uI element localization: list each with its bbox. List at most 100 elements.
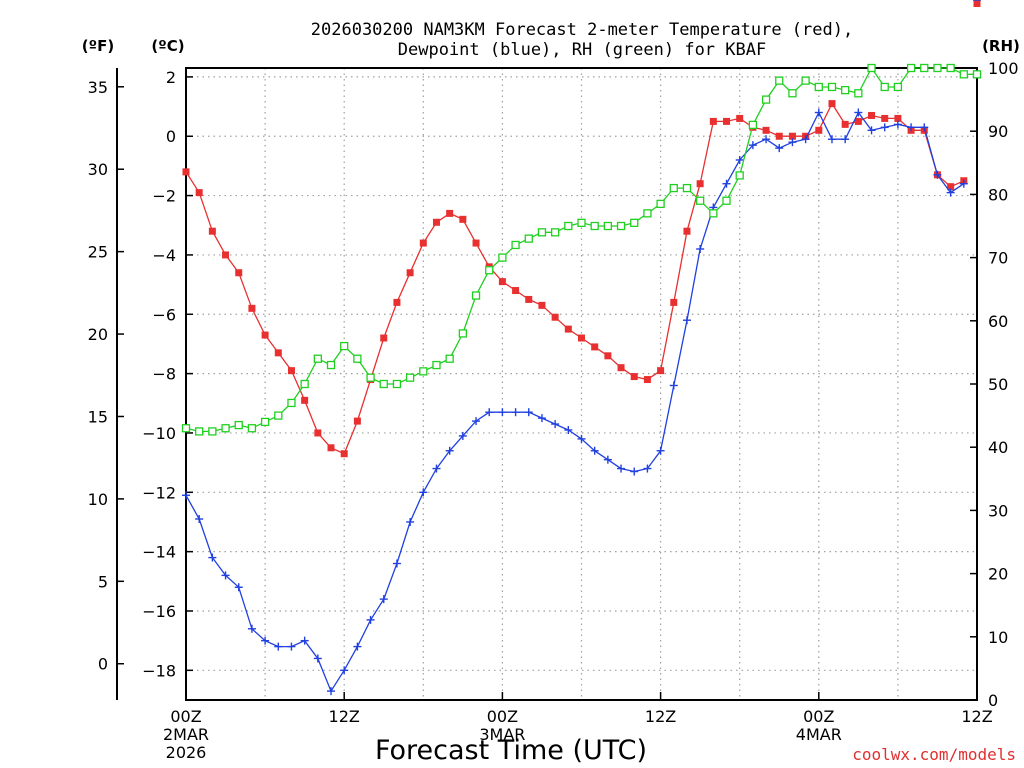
dewpoint-point <box>458 431 467 440</box>
rh-point <box>326 360 336 370</box>
temperature-point <box>512 287 520 295</box>
x-tick-label-time: 12Z <box>645 707 676 726</box>
celsius-unit-label: (ºC) <box>151 37 184 55</box>
dewpoint-point <box>432 464 441 473</box>
celsius-tick-label: −4 <box>152 246 176 265</box>
fahrenheit-tick-label: 0 <box>98 655 108 674</box>
dewpoint-point <box>762 135 771 144</box>
rh-point <box>471 291 481 300</box>
x-tick-label-date: 3MAR <box>479 725 525 744</box>
dewpoint-point <box>827 135 836 144</box>
temperature-point <box>736 114 744 122</box>
rh-point <box>682 183 692 193</box>
dewpoint-point <box>920 123 929 132</box>
dewpoint-point <box>946 188 955 197</box>
rh-point <box>880 82 889 92</box>
rh-point <box>458 329 468 338</box>
temperature-point <box>406 269 414 277</box>
dewpoint-point <box>366 615 375 624</box>
dewpoint-point <box>406 517 415 526</box>
rh-point <box>590 221 599 231</box>
dewpoint-point <box>247 624 256 633</box>
dewpoint-point <box>564 425 573 434</box>
rh-point <box>181 424 191 433</box>
rh-point <box>405 373 415 382</box>
x-tick-label-time: 12Z <box>329 707 360 726</box>
rh-point <box>511 240 520 250</box>
temperature-point <box>525 295 533 303</box>
temperature-point <box>868 111 876 119</box>
dewpoint-point <box>696 244 705 253</box>
fahrenheit-tick-label: 5 <box>98 572 108 591</box>
dewpoint-point <box>472 417 481 426</box>
temperature-point <box>683 227 691 235</box>
rh-point <box>564 221 573 231</box>
fahrenheit-tick-label: 30 <box>88 160 108 179</box>
temperature-point <box>353 417 361 425</box>
temperature-point <box>815 126 823 134</box>
rh-tick-label: 40 <box>988 438 1008 457</box>
rh-point <box>801 76 810 85</box>
rh-tick-label: 60 <box>988 312 1008 331</box>
temperature-point <box>828 100 836 108</box>
rh-point <box>616 221 626 231</box>
temperature-point <box>498 278 506 286</box>
rh-point <box>643 209 652 218</box>
rh-point <box>340 341 349 351</box>
chart-title-line1: 2026030200 NAM3KM Forecast 2-meter Tempe… <box>311 20 853 40</box>
dewpoint-point <box>867 126 876 135</box>
celsius-tick-label: 2 <box>166 68 176 87</box>
series-dewpoint <box>182 0 981 696</box>
temperature-point <box>696 180 704 188</box>
temperature-point <box>235 269 243 277</box>
rh-tick-label: 0 <box>988 691 998 710</box>
rh-point <box>933 63 942 73</box>
temperature-point <box>630 373 638 381</box>
rh-point <box>366 373 375 382</box>
dewpoint-point <box>893 120 902 129</box>
dewpoint-point <box>603 455 612 464</box>
rh-point <box>247 424 257 433</box>
dewpoint-point <box>643 464 652 473</box>
temperature-point <box>775 132 783 140</box>
rh-point <box>630 218 639 227</box>
rh-point <box>577 218 586 227</box>
temperature-point <box>723 117 731 125</box>
temperature-point <box>617 364 625 372</box>
temperature-point <box>182 168 190 176</box>
x-axis-label: Forecast Time (UTC) <box>375 735 647 766</box>
dewpoint-point <box>801 135 810 144</box>
rh-point <box>920 63 929 73</box>
rh-tick-label: 90 <box>988 122 1008 141</box>
fahrenheit-tick-label: 15 <box>88 407 108 426</box>
temperature-point <box>301 396 309 404</box>
dewpoint-point <box>775 144 784 153</box>
rh-point <box>748 120 758 130</box>
rh-tick-label: 80 <box>988 185 1008 204</box>
temperature-point <box>287 367 295 375</box>
rh-point <box>379 379 388 389</box>
data-series <box>181 0 982 696</box>
rh-point <box>709 209 718 218</box>
dewpoint-point <box>537 414 546 423</box>
rh-point <box>524 234 533 243</box>
rh-point <box>841 85 850 95</box>
temperature-point <box>788 132 796 140</box>
x-tick-label-time: 00Z <box>170 707 201 726</box>
rh-point <box>603 221 613 231</box>
dewpoint-point <box>445 446 454 455</box>
celsius-tick-label: −16 <box>142 602 176 621</box>
rh-point <box>445 354 454 363</box>
dewpoint-point <box>959 179 968 188</box>
dewpoint-point <box>524 408 533 417</box>
rh-point <box>392 379 402 389</box>
temperature-point <box>538 301 546 309</box>
rh-point <box>761 95 771 104</box>
rh-point <box>313 354 322 363</box>
rh-point <box>854 89 863 98</box>
dewpoint-point <box>722 179 731 188</box>
rh-point <box>485 266 494 275</box>
dewpoint-point <box>419 488 428 497</box>
temperature-point <box>472 239 480 247</box>
temperature-point <box>446 209 454 217</box>
